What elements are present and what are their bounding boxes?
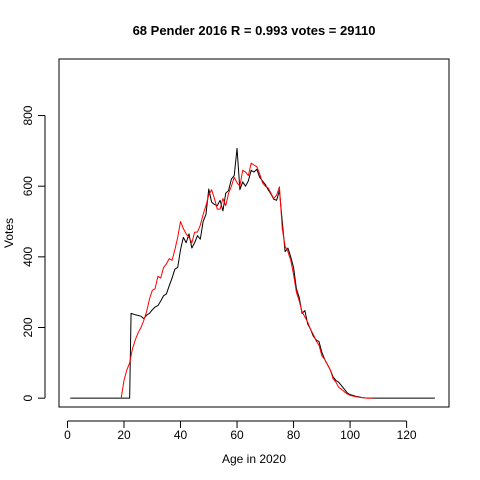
x-tick-label: 40 [174,428,188,442]
plot-frame [58,58,450,408]
y-tick-label: 600 [21,176,35,196]
series-line-model [120,162,373,399]
x-tick-label: 100 [340,428,360,442]
y-tick-label: 0 [21,395,35,402]
series-layer [70,147,435,399]
y-axis: 0 200 400 600 800 [21,105,46,402]
x-tick-label: 20 [117,428,131,442]
y-tick-label: 200 [21,317,35,337]
x-tick-label: 80 [287,428,301,442]
chart-title: 68 Pender 2016 R = 0.993 votes = 29110 [133,23,376,38]
x-tick-label: 0 [64,428,71,442]
series-line-actual [70,147,435,399]
y-tick-label: 800 [21,105,35,125]
x-tick-label: 120 [397,428,417,442]
x-tick-label: 60 [230,428,244,442]
x-axis-label: Age in 2020 [222,452,286,466]
y-tick-label: 400 [21,247,35,267]
x-axis: 0 20 40 60 80 100 120 [64,420,417,442]
y-axis-label: Votes [2,218,16,248]
